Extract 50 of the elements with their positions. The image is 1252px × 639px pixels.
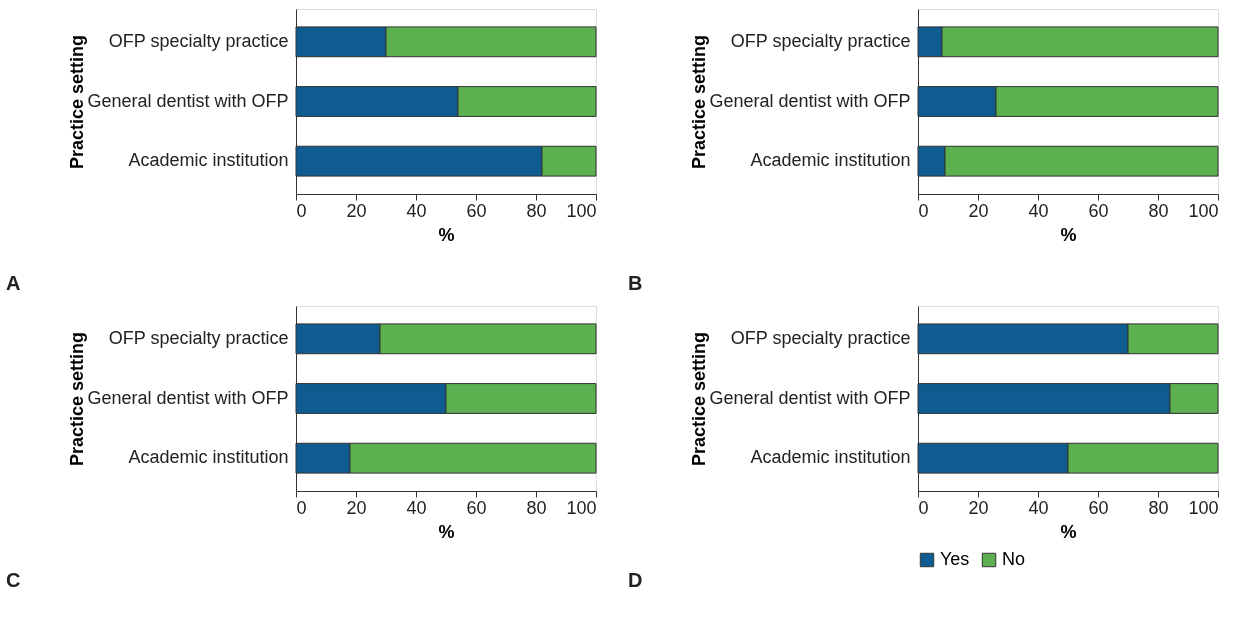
y-axis-title: Practice setting bbox=[66, 331, 87, 467]
y-tick-label: OFP specialty practice bbox=[108, 327, 289, 348]
y-tick-label: Academic institution bbox=[750, 447, 911, 468]
x-tick-label: 0 bbox=[296, 497, 307, 518]
x-axis-title: % bbox=[1060, 224, 1077, 245]
x-tick-label: 80 bbox=[526, 200, 547, 221]
x-tick-label: 80 bbox=[1148, 200, 1169, 221]
y-tick-label: General dentist with OFP bbox=[709, 90, 911, 111]
text: C bbox=[6, 569, 21, 591]
y-tick-label: OFP specialty practice bbox=[730, 327, 911, 348]
x-tick-label: 40 bbox=[1028, 497, 1049, 518]
x-tick-label: 40 bbox=[406, 497, 427, 518]
y-axis-title: Practice setting bbox=[688, 331, 709, 467]
x-tick-label: 0 bbox=[918, 497, 929, 518]
x-tick-label: 20 bbox=[346, 200, 367, 221]
y-tick-label: OFP specialty practice bbox=[730, 30, 911, 51]
x-tick-label: 80 bbox=[526, 497, 547, 518]
x-tick-label: 0 bbox=[918, 200, 929, 221]
x-tick-label: 40 bbox=[1028, 200, 1049, 221]
x-tick-label: 60 bbox=[1088, 497, 1109, 518]
y-axis-title: Practice setting bbox=[688, 34, 709, 170]
y-tick-label: OFP specialty practice bbox=[108, 30, 289, 51]
x-axis-title: % bbox=[1060, 521, 1077, 542]
x-tick-label: 40 bbox=[406, 200, 427, 221]
legend-label: No bbox=[1002, 549, 1026, 569]
x-axis-title: % bbox=[438, 521, 455, 542]
x-tick-label: 20 bbox=[968, 200, 989, 221]
x-tick-label: 100 bbox=[1188, 200, 1219, 221]
y-tick-label: General dentist with OFP bbox=[87, 387, 289, 408]
x-tick-label: 20 bbox=[346, 497, 367, 518]
x-tick-label: 100 bbox=[566, 497, 597, 518]
x-tick-label: 0 bbox=[296, 200, 307, 221]
y-tick-label: Academic institution bbox=[128, 150, 289, 171]
x-tick-label: 60 bbox=[1088, 200, 1109, 221]
x-tick-label: 80 bbox=[1148, 497, 1169, 518]
legend-label: Yes bbox=[940, 549, 970, 569]
x-tick-label: 20 bbox=[968, 497, 989, 518]
x-tick-label: 100 bbox=[566, 200, 597, 221]
y-axis-title: Practice setting bbox=[66, 34, 87, 170]
x-tick-label: 60 bbox=[466, 200, 487, 221]
y-tick-label: Academic institution bbox=[750, 150, 911, 171]
text: D bbox=[628, 569, 643, 591]
y-tick-label: Academic institution bbox=[128, 447, 289, 468]
x-tick-label: 100 bbox=[1188, 497, 1219, 518]
text: B bbox=[628, 272, 643, 294]
x-axis-title: % bbox=[438, 224, 455, 245]
y-tick-label: General dentist with OFP bbox=[709, 387, 911, 408]
y-tick-label: General dentist with OFP bbox=[87, 90, 289, 111]
x-tick-label: 60 bbox=[466, 497, 487, 518]
text: A bbox=[6, 272, 21, 294]
